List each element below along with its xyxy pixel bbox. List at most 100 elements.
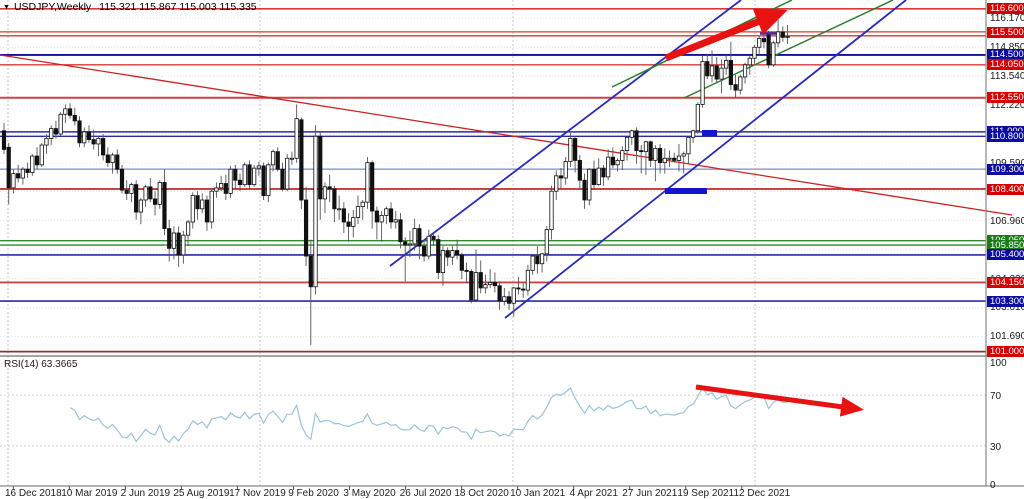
candle-body: [25, 168, 30, 173]
candle-body: [129, 184, 134, 194]
candle-body: [119, 168, 125, 191]
time-axis-label: 17 Nov 2019: [229, 488, 286, 499]
candle-body: [719, 67, 724, 80]
candle-body: [705, 61, 710, 77]
candle-body: [714, 65, 719, 80]
candle-body: [308, 255, 313, 288]
highlight-zone: [702, 130, 717, 136]
candle-body: [261, 165, 266, 197]
candle-body: [1, 130, 7, 150]
candle-body: [695, 103, 700, 132]
time-axis-label: 10 Jan 2021: [510, 488, 566, 499]
candle-body: [96, 138, 101, 145]
candle-body: [374, 210, 379, 223]
candle-body: [195, 195, 200, 210]
candle-body: [266, 164, 271, 197]
candle-body: [322, 186, 328, 200]
time-axis-label: 9 Feb 2020: [288, 488, 339, 499]
candle-body: [445, 250, 450, 258]
candle-body: [167, 228, 172, 249]
ohlc-readout: 115.321 115.867 115.003 115.335: [99, 1, 257, 13]
candle-body: [171, 232, 177, 249]
price-axis-label: 112.220: [990, 100, 1024, 112]
candle-body: [488, 282, 493, 286]
candle-body: [16, 173, 21, 179]
symbol-timeframe-label: USDJPY,Weekly: [13, 1, 92, 13]
candle-body: [157, 182, 162, 205]
price-level-badge: 110.800: [987, 130, 1024, 142]
candle-body: [738, 76, 743, 91]
candle-body: [318, 135, 323, 200]
candle-body: [530, 255, 535, 271]
candle-body: [388, 208, 394, 223]
time-axis-label: 19 Sep 2021: [677, 488, 735, 499]
rising-channel-blue-upper-trendline: [389, 0, 742, 267]
candle-body: [384, 208, 389, 216]
candle-body: [639, 150, 644, 153]
candle-body: [162, 182, 167, 229]
candle-body: [780, 31, 785, 38]
rsi-axis-label: 100: [990, 358, 1007, 369]
candle-body: [294, 118, 299, 159]
candle-body: [766, 33, 771, 66]
candle-body: [280, 168, 285, 190]
candle-body: [752, 46, 757, 59]
price-level-badge: 112.550: [987, 92, 1024, 104]
rising-channel-blue-lower-trendline: [504, 0, 907, 319]
candle-body: [459, 254, 464, 271]
candle-body: [544, 229, 549, 255]
candle-body: [30, 155, 35, 173]
candle-body: [535, 255, 540, 265]
price-level-badge: 105.850: [987, 239, 1024, 251]
candle-body: [634, 130, 639, 151]
rsi-line: [69, 386, 788, 444]
candle-body: [152, 198, 158, 205]
price-axis-label: 103.010: [990, 302, 1024, 314]
candle-body: [242, 164, 247, 186]
candle-body: [412, 228, 417, 245]
candle-body: [233, 168, 238, 181]
candle-body: [483, 284, 488, 289]
candle-body: [511, 287, 516, 304]
candle-body: [629, 130, 634, 138]
candle-body: [672, 157, 677, 161]
candle-body: [478, 272, 483, 289]
candle-body: [247, 164, 252, 186]
candle-body: [724, 60, 729, 69]
annotation-arrow-rsi: [695, 384, 864, 417]
candle-body: [285, 157, 290, 190]
price-axis-label: 106.960: [990, 215, 1024, 227]
price-level-badge: 105.400: [987, 249, 1024, 261]
candle-body: [667, 157, 672, 160]
candle-body: [775, 31, 781, 44]
candle-body: [303, 199, 309, 257]
time-axis-label: 18 Oct 2020: [454, 488, 509, 499]
candle-body: [492, 282, 497, 287]
candle-body: [313, 135, 318, 288]
candle-body: [105, 154, 110, 164]
candle-body: [289, 157, 295, 160]
price-level-badge: 109.300: [987, 163, 1024, 175]
candle-body: [370, 162, 375, 212]
candle-body: [554, 175, 559, 192]
candle-body: [204, 199, 210, 223]
descending-resistance-trendline: [0, 54, 1013, 216]
candle-body: [516, 287, 521, 290]
candle-body: [757, 38, 762, 48]
symbol-dropdown-icon[interactable]: ▼: [3, 4, 10, 11]
candle-body: [77, 120, 82, 144]
candle-body: [450, 250, 455, 258]
candle-body: [615, 160, 620, 166]
rsi-indicator-label: RSI(14) 63.3665: [4, 359, 78, 370]
candle-body: [360, 201, 365, 207]
time-axis-label: 16 Dec 2018: [4, 488, 62, 499]
symbol-title-bar: ▼ USDJPY,Weekly 115.321 115.867 115.003 11…: [3, 1, 257, 13]
price-axis-label: 113.540: [990, 71, 1024, 83]
candle-body: [346, 221, 351, 227]
candle-body: [124, 189, 129, 194]
candle-body: [573, 138, 578, 161]
candle-body: [648, 141, 653, 161]
candle-body: [577, 160, 582, 181]
candle-body: [44, 138, 49, 146]
